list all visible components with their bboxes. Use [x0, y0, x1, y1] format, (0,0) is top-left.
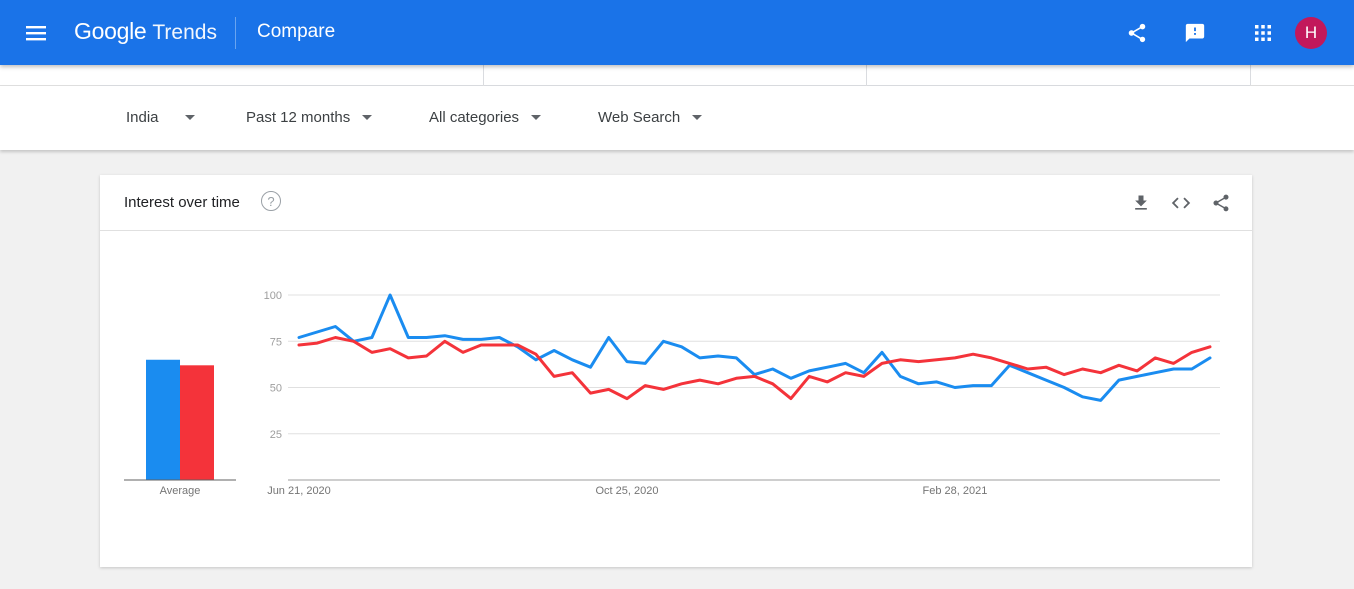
menu-icon[interactable]: [23, 21, 49, 45]
chevron-down-icon: [692, 115, 703, 120]
x-tick-label: Feb 28, 2021: [922, 485, 987, 497]
chevron-down-icon: [531, 115, 542, 120]
google-trends-logo[interactable]: Google Trends: [74, 18, 217, 48]
chart-grid: 25 50 75 100: [264, 290, 1220, 481]
average-bar-1: [180, 365, 214, 480]
interest-over-time-chart[interactable]: Average 25 50 75 100 Jun 21, 2020 Oct 25, 20…: [100, 230, 1252, 567]
average-label: Average: [160, 485, 201, 497]
search-term-box[interactable]: [867, 65, 1250, 86]
time-range-label: Past 12 months: [246, 109, 351, 126]
share-icon[interactable]: [1209, 191, 1233, 215]
brand-trends: Trends: [152, 21, 217, 44]
interest-over-time-card: Interest over time ? Average 25 50 75 100 J…: [100, 175, 1252, 567]
series-line-1: [297, 336, 1212, 401]
page-title: Compare: [257, 21, 336, 42]
region-label: India: [126, 109, 159, 126]
header-divider: [235, 17, 236, 49]
help-icon[interactable]: ?: [261, 191, 281, 211]
term-separator: [483, 65, 484, 85]
download-icon[interactable]: [1129, 191, 1153, 215]
card-header: Interest over time ?: [100, 175, 1252, 231]
x-tick-label: Jun 21, 2020: [267, 485, 331, 497]
brand-google: Google: [74, 18, 147, 44]
y-tick-label: 75: [270, 336, 282, 348]
average-bar-0: [146, 359, 180, 480]
region-dropdown[interactable]: India: [126, 109, 195, 126]
avatar[interactable]: H: [1295, 17, 1327, 49]
filter-bar: India Past 12 months All categories Web …: [0, 86, 1354, 150]
search-type-dropdown[interactable]: Web Search: [598, 109, 703, 126]
search-terms-strip: [0, 65, 1354, 86]
search-term-box[interactable]: [100, 65, 483, 86]
y-tick-label: 25: [270, 429, 282, 441]
share-icon[interactable]: [1123, 19, 1151, 47]
series-line-0: [297, 293, 1212, 402]
y-tick-label: 100: [264, 290, 282, 302]
chevron-down-icon: [184, 115, 195, 120]
apps-icon[interactable]: [1249, 19, 1277, 47]
time-range-dropdown[interactable]: Past 12 months: [246, 109, 373, 126]
chevron-down-icon: [362, 115, 373, 120]
search-term-box[interactable]: [484, 65, 866, 86]
x-tick-label: Oct 25, 2020: [595, 485, 658, 497]
app-bar: Google Trends Compare H: [0, 0, 1354, 65]
term-separator: [866, 65, 867, 85]
feedback-icon[interactable]: [1181, 19, 1209, 47]
y-tick-label: 50: [270, 383, 282, 395]
chart-lines: [297, 293, 1212, 402]
embed-icon[interactable]: [1169, 191, 1193, 215]
category-dropdown[interactable]: All categories: [429, 109, 542, 126]
x-axis-labels: Jun 21, 2020 Oct 25, 2020 Feb 28, 2021: [267, 485, 987, 497]
average-bars: Average: [124, 359, 236, 497]
search-type-label: Web Search: [598, 109, 681, 126]
category-label: All categories: [429, 109, 520, 126]
term-separator: [1250, 65, 1251, 85]
card-title: Interest over time: [124, 194, 240, 211]
